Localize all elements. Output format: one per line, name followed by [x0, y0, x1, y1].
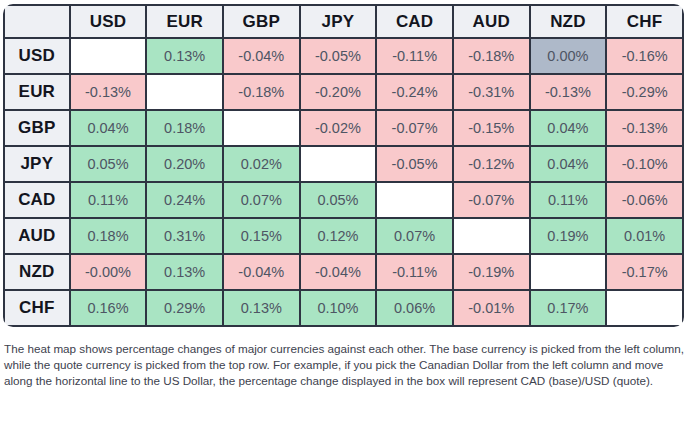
heatmap-cell-usd-cad: -0.11%	[376, 38, 453, 74]
row-header-jpy: JPY	[4, 146, 70, 182]
heatmap-cell-cad-aud: -0.07%	[453, 182, 530, 218]
heatmap-cell-nzd-cad: -0.11%	[376, 254, 453, 290]
heatmap-cell-chf-gbp: 0.13%	[223, 290, 300, 326]
heatmap-cell-cad-cad	[376, 182, 453, 218]
heatmap-cell-eur-cad: -0.24%	[376, 74, 453, 110]
column-header-jpy: JPY	[300, 5, 377, 38]
heatmap-cell-chf-eur: 0.29%	[146, 290, 223, 326]
heatmap-row-nzd: NZD-0.00%0.13%-0.04%-0.04%-0.11%-0.19%-0…	[4, 254, 683, 290]
heatmap-cell-gbp-aud: -0.15%	[453, 110, 530, 146]
heatmap-cell-eur-aud: -0.31%	[453, 74, 530, 110]
heatmap-row-cad: CAD0.11%0.24%0.07%0.05%-0.07%0.11%-0.06%	[4, 182, 683, 218]
row-header-gbp: GBP	[4, 110, 70, 146]
heatmap-cell-jpy-usd: 0.05%	[70, 146, 147, 182]
heatmap-cell-usd-usd	[70, 38, 147, 74]
heatmap-cell-gbp-cad: -0.07%	[376, 110, 453, 146]
heatmap-description: The heat map shows percentage changes of…	[4, 341, 685, 389]
heatmap-row-jpy: JPY0.05%0.20%0.02% -0.05%-0.12%0.04%-0.10…	[4, 146, 683, 182]
heatmap-cell-usd-gbp: -0.04%	[223, 38, 300, 74]
heatmap-cell-aud-aud	[453, 218, 530, 254]
currency-heatmap-table: USDEURGBPJPYCADAUDNZDCHF USD0.13%-0.04%-…	[3, 4, 684, 327]
heatmap-cell-chf-nzd: 0.17%	[530, 290, 607, 326]
heatmap-header: USDEURGBPJPYCADAUDNZDCHF	[4, 5, 683, 38]
row-header-aud: AUD	[4, 218, 70, 254]
heatmap-cell-jpy-jpy	[300, 146, 377, 182]
heatmap-cell-jpy-chf: -0.10%	[606, 146, 683, 182]
column-header-usd: USD	[70, 5, 147, 38]
currency-heatmap-page: USDEURGBPJPYCADAUDNZDCHF USD0.13%-0.04%-…	[0, 0, 687, 395]
heatmap-cell-gbp-jpy: -0.02%	[300, 110, 377, 146]
column-header-aud: AUD	[453, 5, 530, 38]
heatmap-cell-nzd-nzd	[530, 254, 607, 290]
heatmap-table-container: USDEURGBPJPYCADAUDNZDCHF USD0.13%-0.04%-…	[3, 4, 684, 327]
heatmap-cell-aud-jpy: 0.12%	[300, 218, 377, 254]
heatmap-row-aud: AUD0.18%0.31%0.15%0.12%0.07% 0.19%0.01%	[4, 218, 683, 254]
heatmap-cell-usd-jpy: -0.05%	[300, 38, 377, 74]
heatmap-cell-aud-eur: 0.31%	[146, 218, 223, 254]
heatmap-cell-gbp-usd: 0.04%	[70, 110, 147, 146]
heatmap-cell-gbp-gbp	[223, 110, 300, 146]
heatmap-header-row: USDEURGBPJPYCADAUDNZDCHF	[4, 5, 683, 38]
heatmap-cell-jpy-gbp: 0.02%	[223, 146, 300, 182]
heatmap-cell-chf-chf	[606, 290, 683, 326]
heatmap-cell-cad-nzd: 0.11%	[530, 182, 607, 218]
heatmap-cell-aud-usd: 0.18%	[70, 218, 147, 254]
heatmap-cell-nzd-eur: 0.13%	[146, 254, 223, 290]
column-header-eur: EUR	[146, 5, 223, 38]
row-header-usd: USD	[4, 38, 70, 74]
heatmap-cell-eur-chf: -0.29%	[606, 74, 683, 110]
column-header-chf: CHF	[606, 5, 683, 38]
heatmap-cell-gbp-chf: -0.13%	[606, 110, 683, 146]
heatmap-cell-aud-chf: 0.01%	[606, 218, 683, 254]
heatmap-cell-jpy-aud: -0.12%	[453, 146, 530, 182]
heatmap-cell-eur-gbp: -0.18%	[223, 74, 300, 110]
heatmap-cell-aud-gbp: 0.15%	[223, 218, 300, 254]
column-header-gbp: GBP	[223, 5, 300, 38]
heatmap-cell-chf-jpy: 0.10%	[300, 290, 377, 326]
heatmap-body: USD0.13%-0.04%-0.05%-0.11%-0.18%0.00%-0.…	[4, 38, 683, 326]
heatmap-row-usd: USD 0.13%-0.04%-0.05%-0.11%-0.18%0.00%-0.…	[4, 38, 683, 74]
row-header-chf: CHF	[4, 290, 70, 326]
column-header-nzd: NZD	[530, 5, 607, 38]
heatmap-cell-cad-usd: 0.11%	[70, 182, 147, 218]
heatmap-cell-aud-cad: 0.07%	[376, 218, 453, 254]
heatmap-cell-cad-jpy: 0.05%	[300, 182, 377, 218]
heatmap-cell-cad-gbp: 0.07%	[223, 182, 300, 218]
heatmap-cell-jpy-cad: -0.05%	[376, 146, 453, 182]
heatmap-cell-nzd-chf: -0.17%	[606, 254, 683, 290]
heatmap-cell-nzd-gbp: -0.04%	[223, 254, 300, 290]
heatmap-cell-aud-nzd: 0.19%	[530, 218, 607, 254]
heatmap-cell-usd-aud: -0.18%	[453, 38, 530, 74]
heatmap-cell-chf-cad: 0.06%	[376, 290, 453, 326]
heatmap-cell-jpy-eur: 0.20%	[146, 146, 223, 182]
heatmap-cell-jpy-nzd: 0.04%	[530, 146, 607, 182]
heatmap-cell-gbp-nzd: 0.04%	[530, 110, 607, 146]
column-header-cad: CAD	[376, 5, 453, 38]
heatmap-cell-usd-eur: 0.13%	[146, 38, 223, 74]
heatmap-cell-cad-eur: 0.24%	[146, 182, 223, 218]
row-header-cad: CAD	[4, 182, 70, 218]
heatmap-row-eur: EUR-0.13%-0.18%-0.20%-0.24%-0.31%-0.13%-…	[4, 74, 683, 110]
heatmap-cell-eur-jpy: -0.20%	[300, 74, 377, 110]
corner-cell	[4, 5, 70, 38]
heatmap-cell-nzd-aud: -0.19%	[453, 254, 530, 290]
heatmap-row-gbp: GBP0.04%0.18%-0.02%-0.07%-0.15%0.04%-0.1…	[4, 110, 683, 146]
heatmap-cell-gbp-eur: 0.18%	[146, 110, 223, 146]
heatmap-cell-usd-nzd: 0.00%	[530, 38, 607, 74]
heatmap-cell-nzd-jpy: -0.04%	[300, 254, 377, 290]
heatmap-cell-chf-aud: -0.01%	[453, 290, 530, 326]
heatmap-cell-eur-nzd: -0.13%	[530, 74, 607, 110]
heatmap-cell-eur-usd: -0.13%	[70, 74, 147, 110]
heatmap-cell-eur-eur	[146, 74, 223, 110]
heatmap-cell-chf-usd: 0.16%	[70, 290, 147, 326]
heatmap-cell-nzd-usd: -0.00%	[70, 254, 147, 290]
heatmap-row-chf: CHF0.16%0.29%0.13%0.10%0.06%-0.01%0.17%	[4, 290, 683, 326]
row-header-eur: EUR	[4, 74, 70, 110]
heatmap-cell-usd-chf: -0.16%	[606, 38, 683, 74]
row-header-nzd: NZD	[4, 254, 70, 290]
heatmap-cell-cad-chf: -0.06%	[606, 182, 683, 218]
